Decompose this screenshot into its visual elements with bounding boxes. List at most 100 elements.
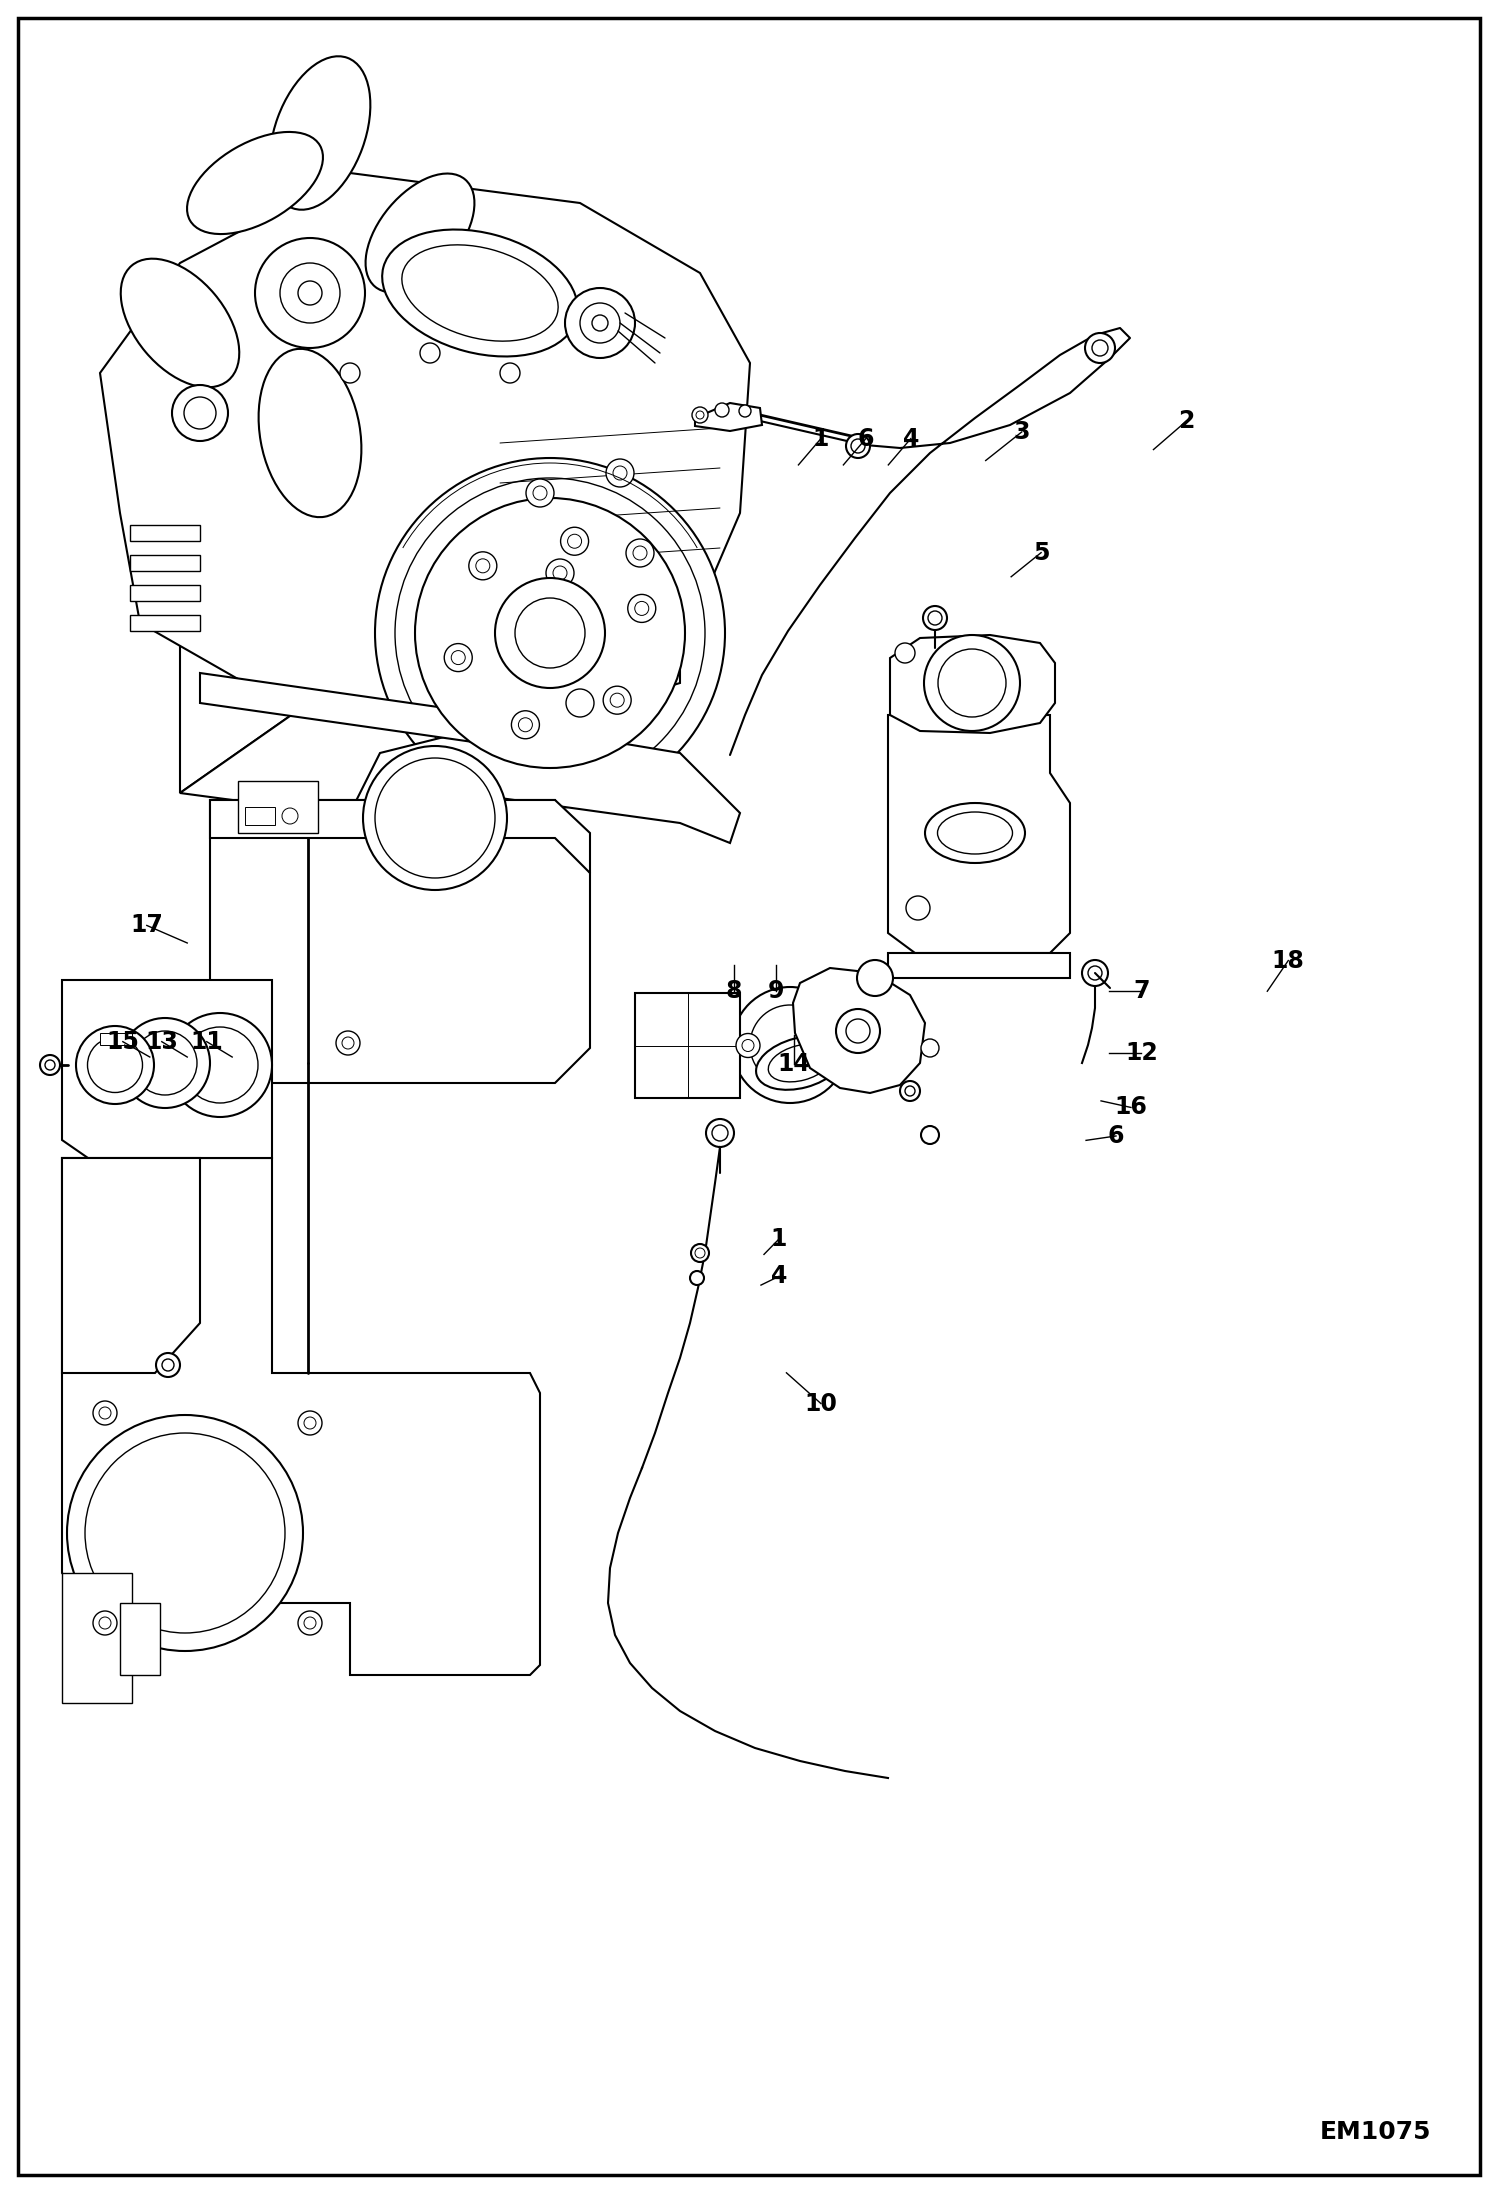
Circle shape	[99, 1616, 111, 1629]
Text: 16: 16	[1115, 1096, 1147, 1118]
Circle shape	[476, 559, 490, 572]
Bar	[130, 586, 201, 601]
Polygon shape	[479, 294, 680, 833]
Circle shape	[857, 961, 893, 996]
Circle shape	[282, 807, 298, 825]
Circle shape	[905, 1086, 915, 1096]
Circle shape	[692, 408, 709, 423]
Circle shape	[566, 689, 595, 717]
Bar	[635, 993, 740, 1099]
Circle shape	[592, 316, 608, 331]
Circle shape	[45, 1059, 55, 1070]
Text: 4: 4	[903, 428, 918, 450]
Circle shape	[298, 281, 322, 305]
Circle shape	[695, 1248, 706, 1259]
Circle shape	[120, 1018, 210, 1107]
Circle shape	[298, 1612, 322, 1636]
Text: 9: 9	[767, 980, 785, 1002]
Ellipse shape	[259, 349, 361, 518]
Circle shape	[168, 1013, 273, 1116]
Circle shape	[511, 711, 539, 739]
Circle shape	[836, 1009, 879, 1053]
Bar	[61, 1572, 132, 1704]
Text: 15: 15	[106, 1031, 139, 1053]
Circle shape	[298, 1410, 322, 1434]
Ellipse shape	[270, 57, 370, 211]
Bar	[238, 781, 318, 833]
Ellipse shape	[187, 132, 324, 235]
Circle shape	[634, 546, 647, 559]
Polygon shape	[792, 967, 924, 1092]
Text: 2: 2	[1179, 410, 1194, 432]
Bar	[130, 614, 201, 632]
Circle shape	[742, 1039, 753, 1050]
Text: 6: 6	[857, 428, 875, 450]
Circle shape	[846, 434, 870, 458]
Circle shape	[340, 364, 360, 384]
Polygon shape	[180, 654, 680, 833]
Circle shape	[280, 263, 340, 322]
Circle shape	[736, 1033, 759, 1057]
Bar	[130, 555, 201, 570]
Circle shape	[715, 404, 730, 417]
Ellipse shape	[756, 1035, 843, 1090]
Text: 18: 18	[1272, 950, 1305, 971]
Circle shape	[580, 303, 620, 342]
Text: 5: 5	[1032, 542, 1050, 564]
Text: 4: 4	[771, 1265, 786, 1287]
Ellipse shape	[768, 1044, 831, 1081]
Circle shape	[626, 539, 655, 568]
Circle shape	[613, 465, 628, 480]
Polygon shape	[888, 954, 1070, 978]
Circle shape	[172, 386, 228, 441]
Text: 3: 3	[1013, 421, 1031, 443]
Circle shape	[610, 693, 625, 706]
Circle shape	[304, 1616, 316, 1629]
Circle shape	[927, 612, 942, 625]
Polygon shape	[61, 980, 273, 1158]
Circle shape	[469, 553, 497, 579]
Circle shape	[133, 1031, 198, 1094]
Circle shape	[553, 566, 568, 579]
Polygon shape	[210, 800, 590, 1083]
Polygon shape	[210, 800, 590, 873]
Ellipse shape	[924, 803, 1025, 864]
Text: 17: 17	[130, 914, 163, 936]
Ellipse shape	[121, 259, 240, 388]
Circle shape	[924, 636, 1020, 730]
Circle shape	[565, 287, 635, 357]
Circle shape	[739, 406, 750, 417]
Text: 1: 1	[771, 1228, 786, 1250]
Circle shape	[921, 1125, 939, 1145]
Circle shape	[733, 987, 848, 1103]
Circle shape	[628, 594, 656, 623]
Polygon shape	[180, 252, 380, 794]
Ellipse shape	[938, 811, 1013, 853]
Text: 8: 8	[725, 980, 743, 1002]
Circle shape	[923, 605, 947, 629]
Circle shape	[162, 1360, 174, 1371]
Bar	[120, 1603, 160, 1675]
Circle shape	[445, 643, 472, 671]
Circle shape	[374, 458, 725, 807]
Ellipse shape	[87, 1037, 142, 1092]
Circle shape	[712, 1125, 728, 1140]
Circle shape	[604, 686, 631, 715]
Circle shape	[1092, 340, 1109, 355]
Ellipse shape	[401, 246, 559, 342]
Circle shape	[500, 364, 520, 384]
Circle shape	[255, 239, 366, 349]
Circle shape	[526, 478, 554, 507]
Circle shape	[451, 651, 466, 664]
Polygon shape	[890, 636, 1055, 732]
Circle shape	[938, 649, 1007, 717]
Circle shape	[750, 1004, 830, 1086]
Circle shape	[1088, 965, 1103, 980]
Text: 6: 6	[1107, 1125, 1125, 1147]
Circle shape	[99, 1408, 111, 1419]
Circle shape	[419, 342, 440, 364]
Circle shape	[921, 1039, 939, 1057]
Ellipse shape	[366, 173, 475, 292]
Text: 10: 10	[804, 1393, 837, 1414]
Circle shape	[697, 410, 704, 419]
